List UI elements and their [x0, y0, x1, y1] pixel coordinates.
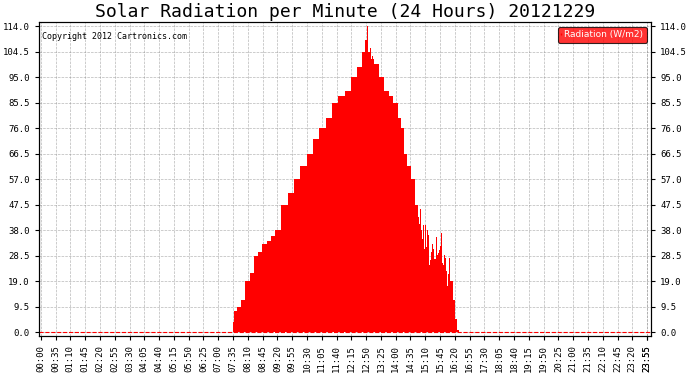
Text: Copyright 2012 Cartronics.com: Copyright 2012 Cartronics.com — [41, 32, 187, 41]
Title: Solar Radiation per Minute (24 Hours) 20121229: Solar Radiation per Minute (24 Hours) 20… — [95, 3, 595, 21]
Legend: Radiation (W/m2): Radiation (W/m2) — [558, 27, 647, 43]
